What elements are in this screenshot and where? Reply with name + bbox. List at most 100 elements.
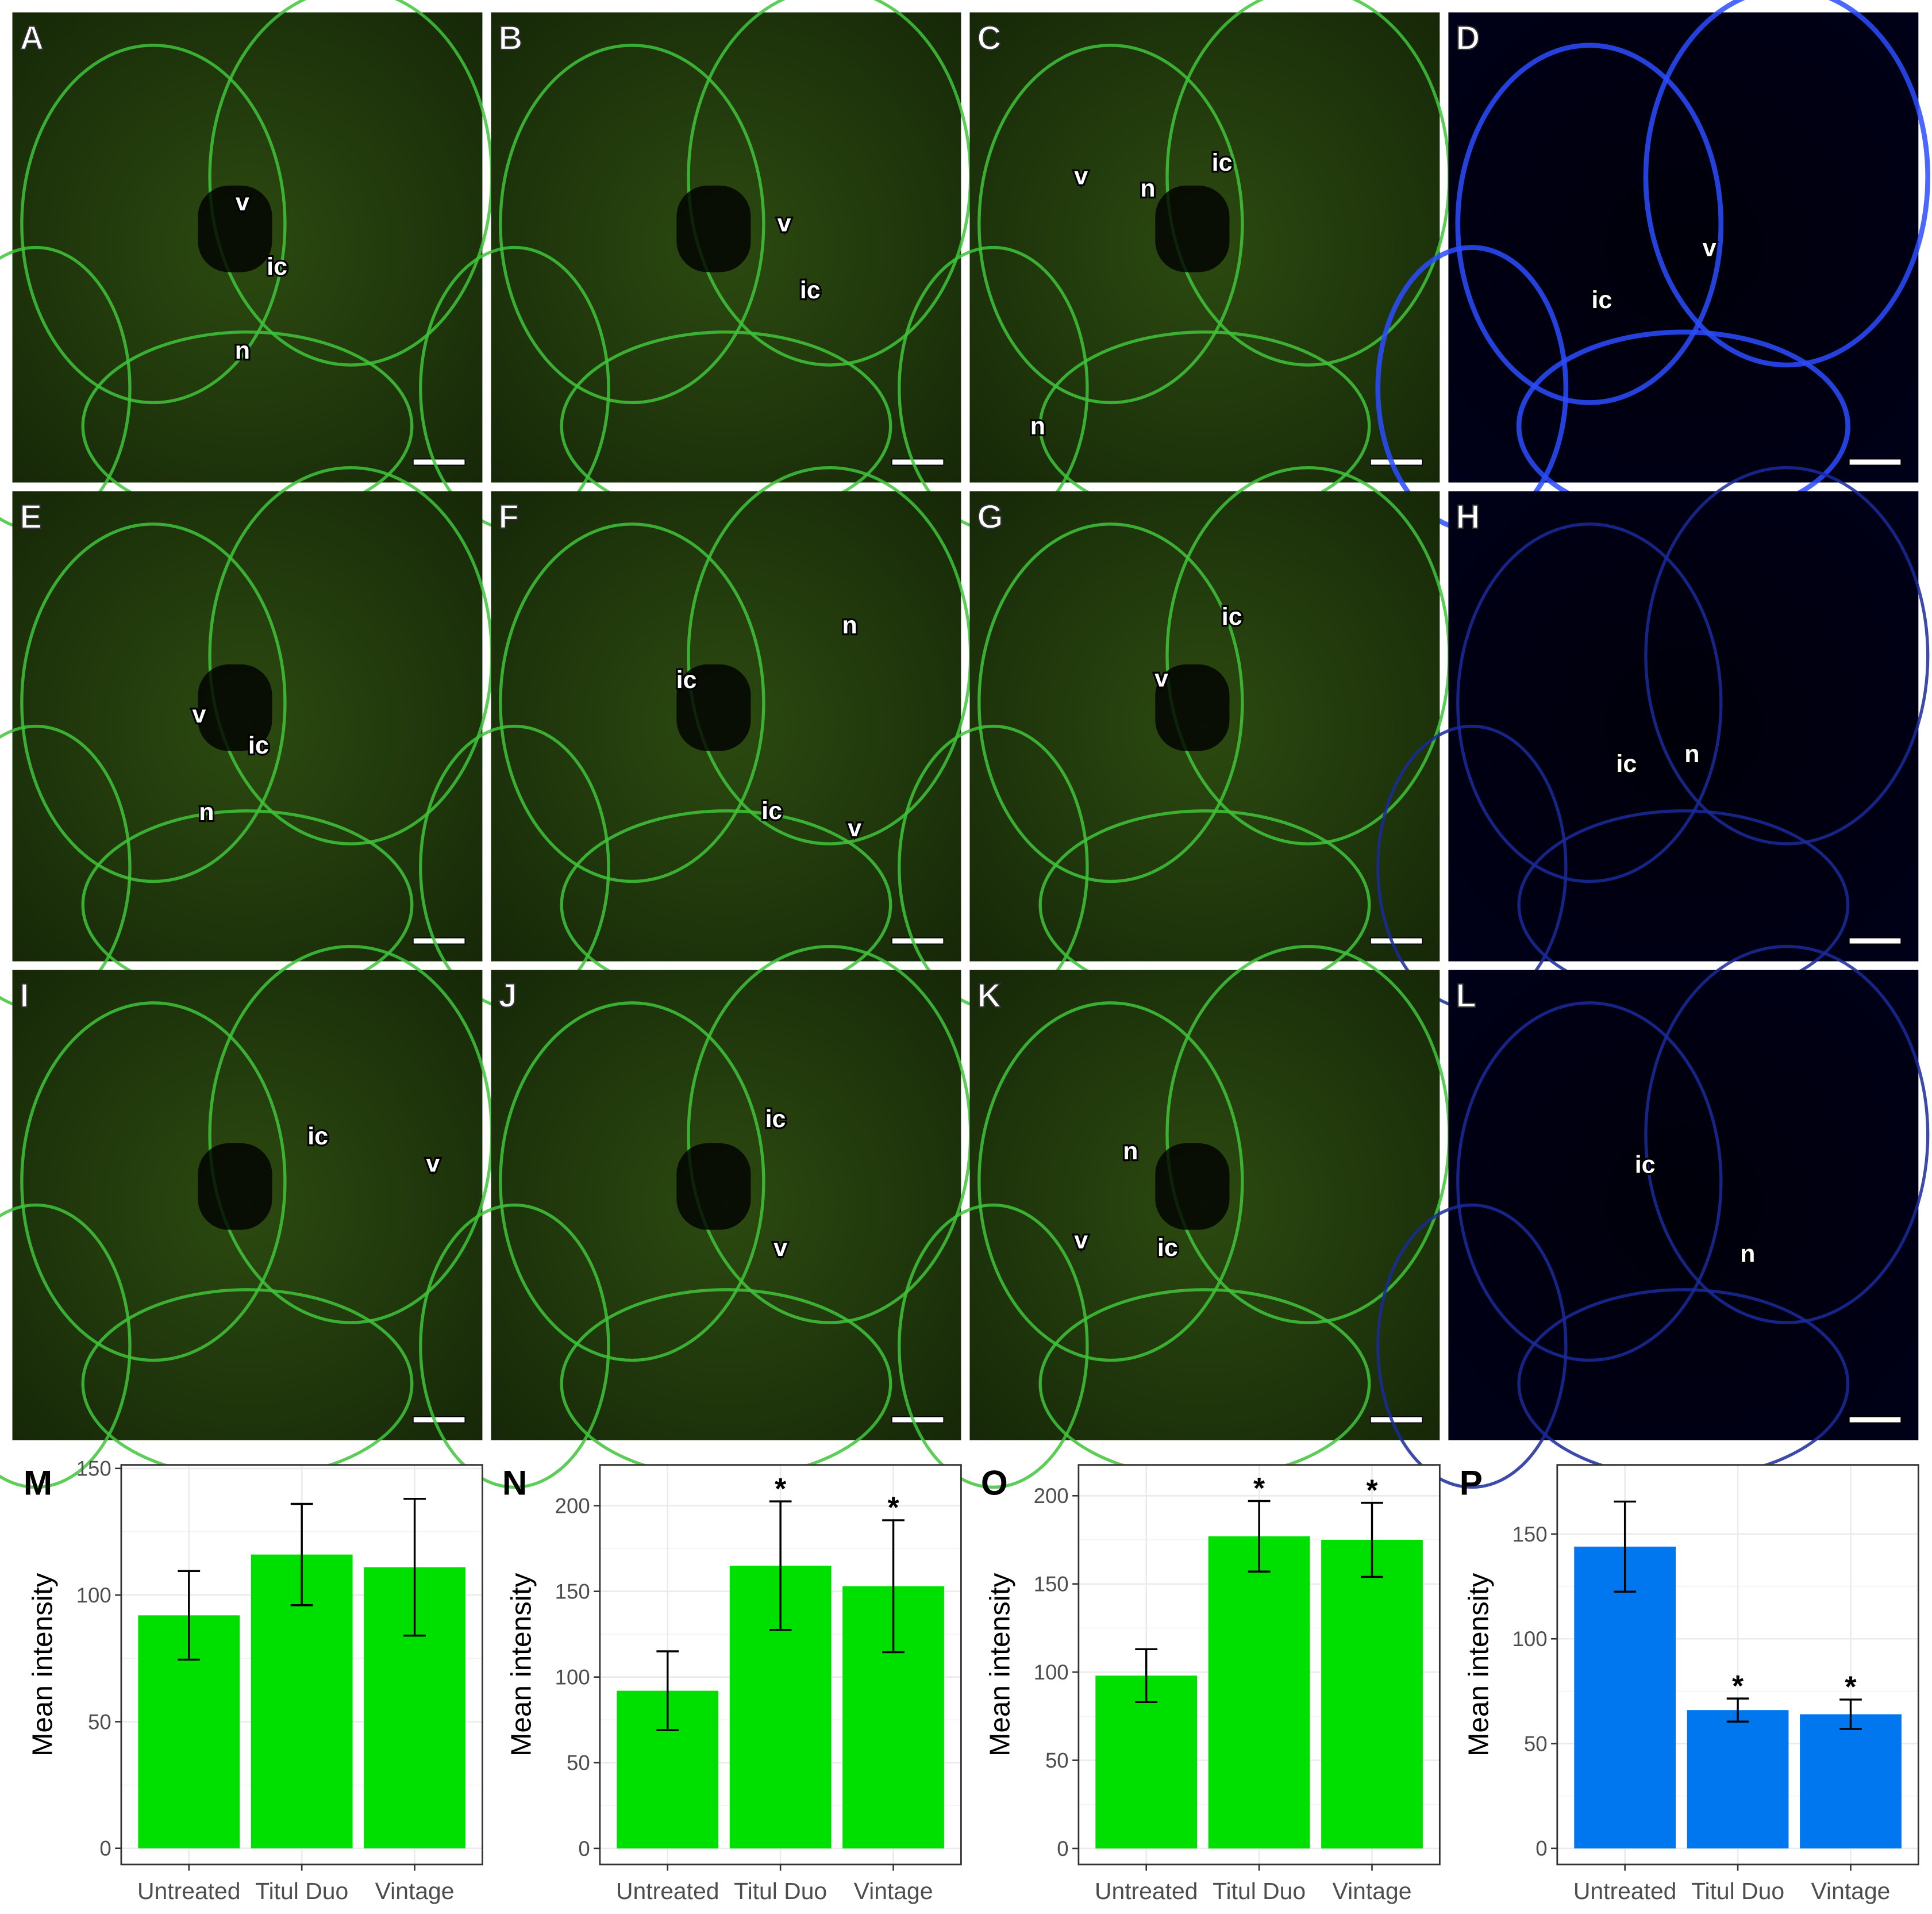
vacuole xyxy=(676,1143,751,1230)
vacuole xyxy=(676,664,751,751)
vacuole xyxy=(198,185,272,272)
vacuole xyxy=(1155,1143,1230,1230)
y-tick-label: 50 xyxy=(1045,1748,1069,1772)
structure-label: ic xyxy=(1212,149,1233,176)
structure-label: n xyxy=(1030,413,1045,440)
micrograph: Cv n ic n xyxy=(898,0,1451,531)
bar xyxy=(1321,1540,1423,1848)
scale-bar xyxy=(413,937,466,945)
micrograph-image xyxy=(1448,970,1919,1440)
vacuole xyxy=(1155,185,1230,272)
cell-outline xyxy=(1376,1203,1568,1489)
structure-label: ic xyxy=(676,666,697,694)
micrograph: Ev ic n xyxy=(0,466,494,1010)
error-bar xyxy=(1839,1698,1862,1730)
y-tick-label: 100 xyxy=(76,1584,111,1607)
bar xyxy=(1687,1710,1789,1848)
panel-letter: O xyxy=(981,1463,1008,1502)
panel-letter: P xyxy=(1460,1463,1483,1502)
structure-label: v xyxy=(426,1150,440,1177)
structure-label: n xyxy=(1140,175,1155,202)
bar xyxy=(1095,1675,1198,1848)
cell-outline xyxy=(1644,466,1930,845)
y-tick-label: 100 xyxy=(555,1666,590,1689)
structure-label: ic xyxy=(765,1105,786,1133)
cell-outline xyxy=(20,44,287,405)
x-tick-label: Titul Duo xyxy=(734,1878,827,1904)
bar-chart: 0 50 100 150 200 Untreated * Titul Duo * Vintage M… xyxy=(981,1463,1441,1904)
cell-outline xyxy=(499,1001,765,1362)
structure-label: v xyxy=(848,814,861,842)
scale-bar xyxy=(413,458,466,466)
error-bar xyxy=(882,1519,905,1654)
structure-label: ic xyxy=(800,276,821,304)
panel-letter: M xyxy=(24,1463,52,1502)
y-axis-title: Mean intensity xyxy=(505,1573,537,1756)
bar-chart: 0 50 100 150 200 Untreated * Titul Duo * Vintage M… xyxy=(502,1463,962,1904)
scale-bar xyxy=(1848,937,1902,945)
panel-letter: G xyxy=(977,498,1003,536)
scale-bar xyxy=(1369,937,1423,945)
structure-label: v xyxy=(1074,1227,1088,1254)
panel-letter: H xyxy=(1456,498,1480,536)
plot-border xyxy=(1077,1464,1441,1866)
x-tick-label: Untreated xyxy=(1095,1878,1198,1904)
cell-outline xyxy=(1456,1001,1723,1362)
vacuole xyxy=(198,664,272,751)
x-tick-label: Untreated xyxy=(137,1878,241,1904)
cell-outline xyxy=(20,522,287,883)
micrograph: Hic n xyxy=(1376,466,1930,1010)
structure-label: v xyxy=(1154,665,1168,693)
structure-label: n xyxy=(235,337,250,364)
structure-label: ic xyxy=(248,732,269,759)
error-bar xyxy=(1361,1501,1383,1578)
structure-label: ic xyxy=(1222,603,1242,631)
scale-bar xyxy=(891,1416,945,1424)
x-tick-label: Untreated xyxy=(1573,1878,1677,1904)
y-tick-label: 0 xyxy=(99,1837,111,1861)
micrograph: Iic v xyxy=(0,945,494,1489)
significance-label: * xyxy=(1253,1471,1265,1505)
y-tick-label: 200 xyxy=(1034,1484,1069,1508)
y-tick-label: 0 xyxy=(1057,1837,1068,1861)
cell-outline xyxy=(977,44,1244,405)
structure-label: ic xyxy=(307,1123,328,1150)
bar xyxy=(1574,1546,1676,1848)
y-axis-title: Mean intensity xyxy=(984,1573,1015,1756)
cell-outline xyxy=(898,1203,1089,1489)
structure-label: v xyxy=(1074,163,1088,190)
y-tick-label: 0 xyxy=(578,1837,590,1861)
structure-label: ic xyxy=(1591,286,1612,314)
vacuole xyxy=(676,185,751,272)
y-tick-label: 150 xyxy=(555,1580,590,1604)
cell-outline xyxy=(1644,945,1930,1324)
significance-label: * xyxy=(1366,1473,1378,1506)
structure-label: v xyxy=(236,189,249,216)
error-bar xyxy=(769,1500,792,1631)
error-bar xyxy=(178,1570,201,1661)
x-tick-label: Titul Duo xyxy=(1213,1878,1306,1904)
panel-letter: C xyxy=(977,20,1001,57)
cell-outline xyxy=(0,1203,132,1489)
y-tick-label: 100 xyxy=(1512,1627,1548,1651)
error-bar xyxy=(403,1497,426,1637)
significance-label: * xyxy=(1732,1669,1744,1702)
vacuole xyxy=(1155,664,1230,751)
structure-label: ic xyxy=(267,253,287,280)
structure-label: n xyxy=(199,798,214,826)
significance-label: * xyxy=(1845,1670,1857,1704)
structure-label: v xyxy=(1703,235,1717,262)
panel-letter: F xyxy=(498,498,518,536)
panel-letter: B xyxy=(498,20,522,57)
y-tick-label: 100 xyxy=(1034,1661,1069,1684)
structure-label: ic xyxy=(761,797,782,825)
cell-outline xyxy=(1455,43,1724,405)
scale-bar xyxy=(1848,1416,1902,1424)
y-tick-label: 50 xyxy=(88,1710,111,1734)
x-tick-label: Vintage xyxy=(854,1878,933,1904)
bar xyxy=(1800,1714,1902,1848)
micrograph: Gic v xyxy=(898,466,1451,1010)
vacuole xyxy=(198,1143,272,1230)
micrograph: Fn ic ic v xyxy=(419,466,972,1010)
micrograph: Lic n xyxy=(1376,945,1930,1489)
